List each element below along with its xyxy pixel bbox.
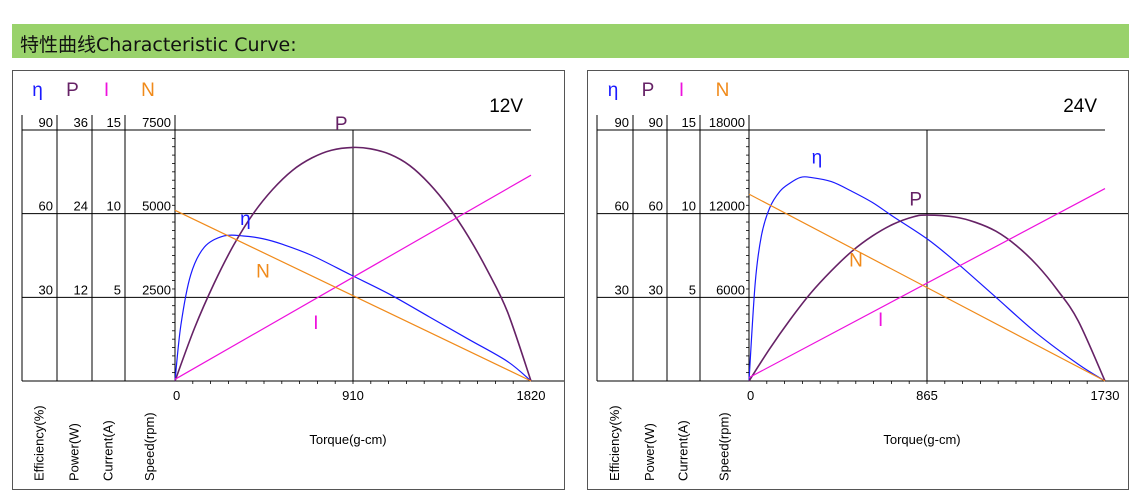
axis-tick-label: 18000 [709, 115, 745, 130]
series-line-N [174, 209, 532, 382]
axis-title-3: Speed(rpm) [717, 412, 732, 481]
axis-tick-label: 6000 [716, 282, 745, 297]
axis-symbol-3: N [716, 80, 730, 101]
axis-symbol-2: I [679, 80, 684, 101]
series-line-P [748, 214, 1106, 382]
axis-title-0: Efficiency(%) [32, 405, 47, 481]
x-tick-label: 1730 [1091, 388, 1120, 403]
series-line-P [174, 146, 532, 382]
axis-tick-label: 7500 [142, 115, 171, 130]
axis-tick-label: 12000 [709, 199, 745, 214]
x-axis-title: Torque(g-cm) [883, 432, 960, 447]
curve-label: η [812, 147, 823, 168]
chart-panel-12V: η 90 60 30 Efficiency(%) P 36 24 12 Power(W) I 15 10… [12, 70, 565, 490]
axis-tick-label: 12 [74, 282, 88, 297]
axis-symbol-2: I [104, 80, 109, 101]
x-tick-label: 910 [342, 388, 364, 403]
series-line-η [174, 234, 532, 382]
chart-frame [12, 70, 565, 490]
axis-tick-label: 5000 [142, 199, 171, 214]
axis-title-2: Current(A) [676, 420, 691, 481]
axis-symbol-3: N [141, 80, 155, 101]
series-line-I [748, 188, 1106, 379]
axis-tick-label: 10 [107, 199, 121, 214]
axis-tick-label: 2500 [142, 282, 171, 297]
voltage-label: 24V [1063, 96, 1097, 117]
axis-tick-label: 15 [107, 115, 121, 130]
axis-tick-label: 15 [682, 115, 696, 130]
curve-label: I [878, 310, 883, 331]
axis-tick-label: 5 [689, 282, 696, 297]
axis-tick-label: 90 [649, 115, 663, 130]
axis-tick-label: 90 [615, 115, 629, 130]
curve-label: P [909, 189, 922, 210]
axis-tick-label: 90 [39, 115, 53, 130]
axis-symbol-1: P [66, 80, 79, 101]
series-line-N [748, 193, 1106, 382]
axis-title-2: Current(A) [101, 420, 116, 481]
curve-label: η [240, 209, 251, 230]
axis-tick-label: 30 [649, 282, 663, 297]
section-title: 特性曲线Characteristic Curve: [20, 34, 297, 56]
x-tick-label: 1820 [517, 388, 546, 403]
axis-tick-label: 10 [682, 199, 696, 214]
section-banner: 特性曲线Characteristic Curve: [12, 24, 1129, 58]
chart-frame [587, 70, 1129, 490]
axis-tick-label: 30 [39, 282, 53, 297]
axis-symbol-1: P [642, 80, 655, 101]
axis-title-0: Efficiency(%) [607, 405, 622, 481]
axis-title-1: Power(W) [642, 423, 657, 481]
axis-tick-label: 60 [39, 199, 53, 214]
axis-tick-label: 60 [649, 199, 663, 214]
x-tick-label: 0 [173, 388, 180, 403]
axis-symbol-0: η [608, 80, 619, 101]
series-line-I [174, 174, 532, 380]
voltage-label: 12V [489, 96, 523, 117]
curve-label: N [256, 261, 270, 282]
series-line-η [748, 176, 1106, 382]
axis-title-1: Power(W) [67, 423, 82, 481]
axis-tick-label: 36 [74, 115, 88, 130]
x-axis-title: Torque(g-cm) [309, 432, 386, 447]
curve-label: I [313, 313, 318, 334]
curve-label: P [335, 114, 348, 135]
curve-label: N [849, 251, 863, 272]
axis-tick-label: 24 [74, 199, 88, 214]
axis-tick-label: 60 [615, 199, 629, 214]
axis-tick-label: 30 [615, 282, 629, 297]
axis-tick-label: 5 [114, 282, 121, 297]
x-tick-label: 0 [747, 388, 754, 403]
axis-title-3: Speed(rpm) [142, 412, 157, 481]
chart-panel-24V: η 90 60 30 Efficiency(%) P 90 60 30 Power(W) I 15 10… [587, 70, 1129, 490]
axis-symbol-0: η [32, 80, 43, 101]
x-tick-label: 865 [916, 388, 938, 403]
